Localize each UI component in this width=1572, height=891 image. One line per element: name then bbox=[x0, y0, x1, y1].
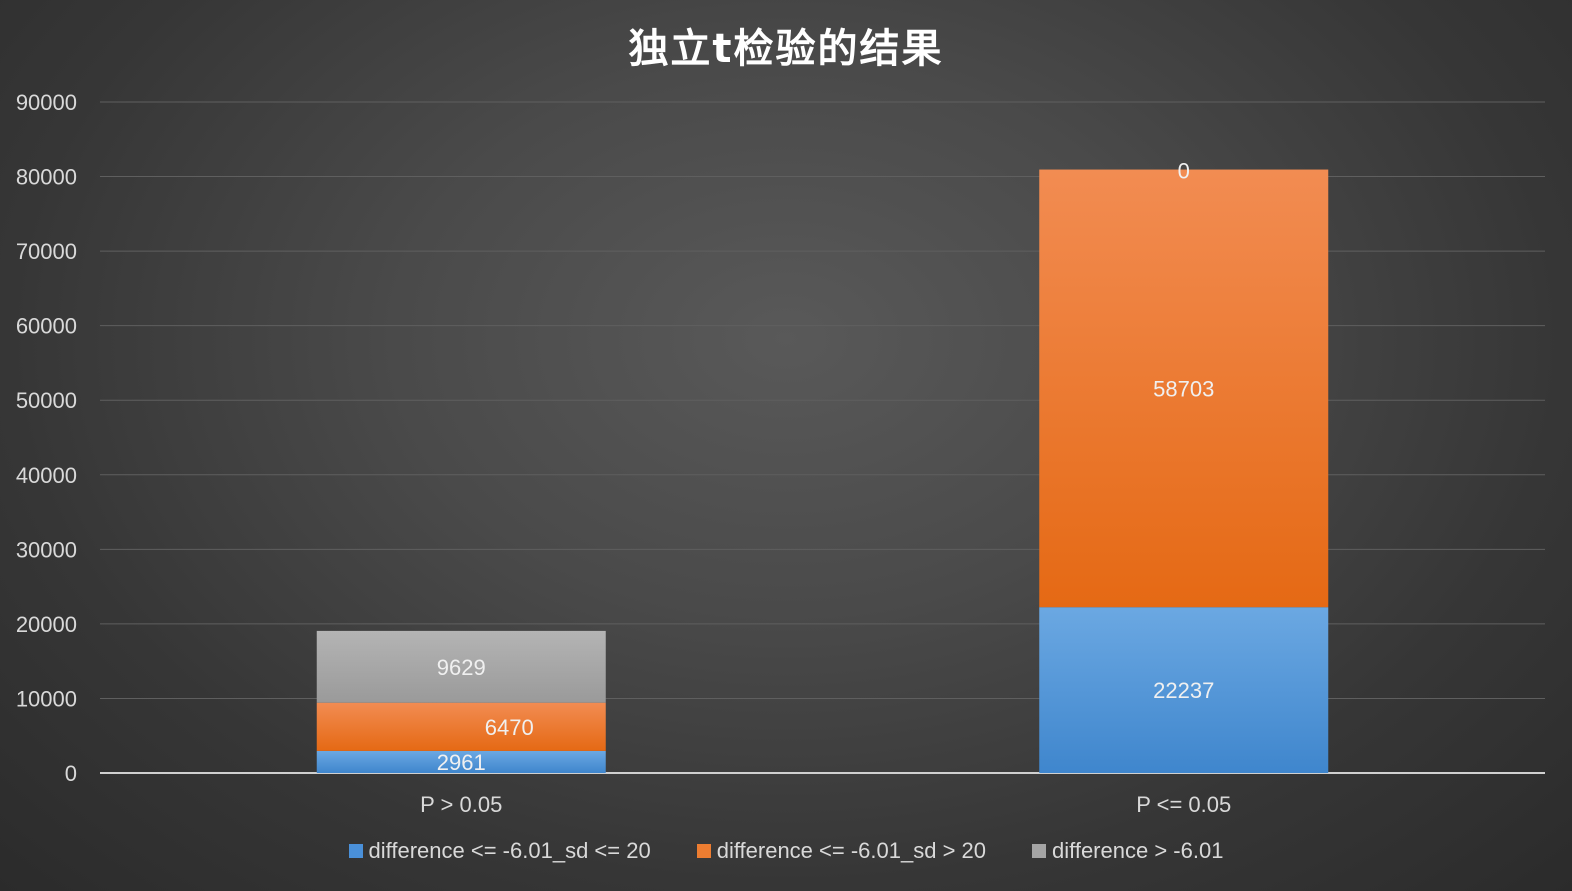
legend-swatch bbox=[348, 844, 363, 858]
legend-swatch bbox=[1032, 844, 1046, 858]
x-category-label: P > 0.05 bbox=[420, 792, 502, 817]
legend-label: difference <= -6.01_sd <= 20 bbox=[368, 838, 651, 863]
y-tick-label: 90000 bbox=[16, 90, 77, 115]
legend-item: difference <= -6.01_sd > 20 bbox=[696, 838, 986, 864]
legend-swatch bbox=[696, 844, 711, 858]
x-axis: P > 0.05 P <= 0.05 bbox=[420, 792, 1231, 817]
legend-item: difference > -6.01 bbox=[1032, 838, 1223, 864]
y-tick-label: 0 bbox=[65, 761, 77, 786]
data-label: 0 bbox=[1178, 159, 1190, 184]
bar-segment bbox=[316, 630, 606, 703]
bar-segment bbox=[316, 702, 606, 751]
data-label: 2961 bbox=[437, 750, 486, 775]
y-tick-label: 80000 bbox=[16, 165, 77, 190]
y-tick-label: 50000 bbox=[16, 388, 77, 413]
bar-segment bbox=[1039, 607, 1329, 773]
legend-label: difference > -6.01 bbox=[1052, 838, 1224, 863]
data-label: 6470 bbox=[485, 715, 534, 740]
data-label: 58703 bbox=[1153, 376, 1214, 401]
bar-segment bbox=[1039, 169, 1329, 608]
data-labels: 2961 6470 9629 22237 58703 0 bbox=[437, 159, 1215, 775]
legend-item: difference <= -6.01_sd <= 20 bbox=[348, 838, 651, 864]
y-tick-label: 30000 bbox=[16, 537, 77, 562]
y-tick-label: 70000 bbox=[16, 239, 77, 264]
legend: difference <= -6.01_sd <= 20 difference <… bbox=[0, 838, 1572, 864]
bar-segment bbox=[316, 750, 606, 773]
y-tick-label: 20000 bbox=[16, 612, 77, 637]
data-label: 9629 bbox=[437, 655, 486, 680]
data-label: 22237 bbox=[1153, 678, 1214, 703]
y-tick-label: 60000 bbox=[16, 314, 77, 339]
x-category-label: P <= 0.05 bbox=[1136, 792, 1231, 817]
chart-title: 独立t检验的结果 bbox=[628, 26, 944, 72]
y-tick-label: 10000 bbox=[16, 686, 77, 711]
y-tick-label: 40000 bbox=[16, 463, 77, 488]
bars bbox=[316, 169, 1329, 773]
legend-label: difference <= -6.01_sd > 20 bbox=[716, 838, 986, 863]
